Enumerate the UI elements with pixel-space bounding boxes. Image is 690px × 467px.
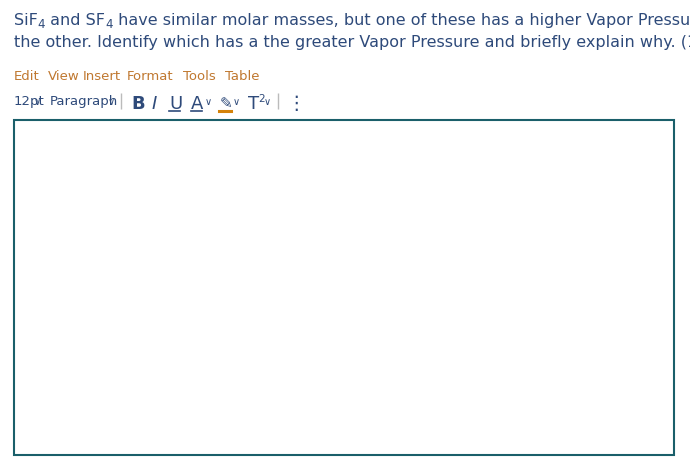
Text: ∨: ∨ xyxy=(108,97,115,107)
Text: ∨: ∨ xyxy=(34,97,41,107)
Bar xyxy=(14,120,674,455)
Text: have similar molar masses, but one of these has a higher Vapor Pressure at 25 °C: have similar molar masses, but one of th… xyxy=(113,13,690,28)
Text: and SF: and SF xyxy=(46,13,106,28)
Text: View: View xyxy=(48,70,80,83)
Text: Format: Format xyxy=(127,70,174,83)
Text: A: A xyxy=(191,95,204,113)
Text: Tools: Tools xyxy=(183,70,216,83)
Text: T: T xyxy=(248,95,259,113)
Text: 4: 4 xyxy=(38,18,46,31)
Text: ⋮: ⋮ xyxy=(286,94,306,113)
Text: 4: 4 xyxy=(106,18,113,31)
Text: U: U xyxy=(169,95,182,113)
Text: Insert: Insert xyxy=(83,70,121,83)
Text: Paragraph: Paragraph xyxy=(50,95,118,108)
Text: 2: 2 xyxy=(258,94,265,104)
Text: I: I xyxy=(152,95,157,113)
Text: Table: Table xyxy=(225,70,259,83)
Text: ∨: ∨ xyxy=(233,97,240,107)
Text: ∨: ∨ xyxy=(205,97,212,107)
Text: the other. Identify which has a the greater Vapor Pressure and briefly explain w: the other. Identify which has a the grea… xyxy=(14,35,690,50)
Text: SiF: SiF xyxy=(14,13,38,28)
Text: ∨: ∨ xyxy=(264,97,271,107)
Text: ✎: ✎ xyxy=(220,96,233,111)
Text: Edit: Edit xyxy=(14,70,40,83)
Text: 12pt: 12pt xyxy=(14,95,45,108)
Text: B: B xyxy=(131,95,145,113)
